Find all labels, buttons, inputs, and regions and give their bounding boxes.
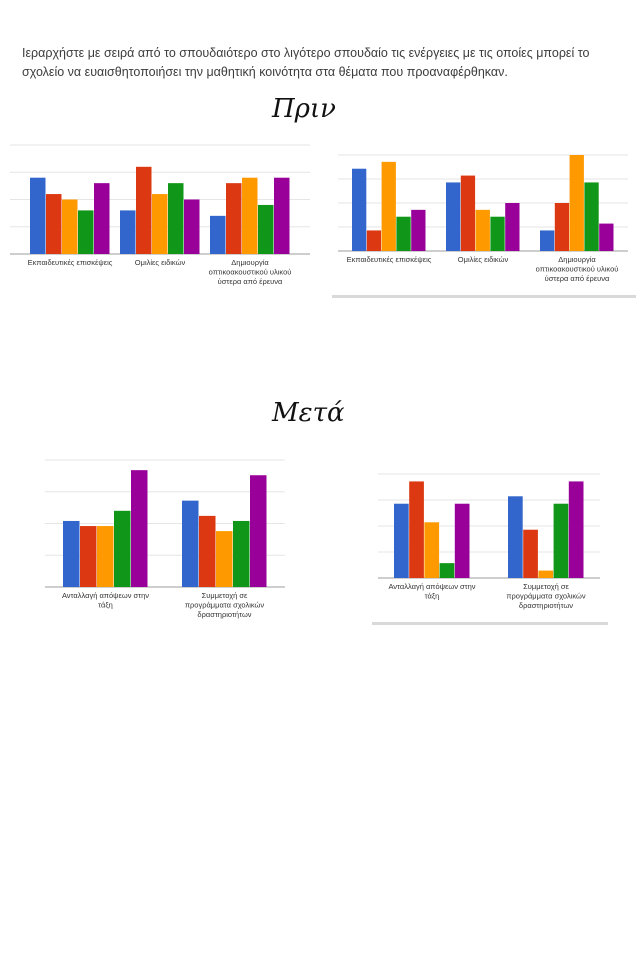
bar <box>184 199 200 254</box>
category-label: Εκπαιδευτικές επισκέψεις <box>28 258 113 267</box>
category-label: Ανταλλαγή απόψεων στην τάξη <box>388 582 475 601</box>
bar <box>505 203 520 251</box>
bar <box>569 155 584 251</box>
bar <box>540 230 555 251</box>
category-label: Ομιλίες ειδικών <box>135 258 186 267</box>
bar <box>242 177 258 254</box>
bar <box>199 515 216 587</box>
heading-before: Πριν <box>272 94 336 124</box>
category-label: Δημιουργία οπτικοακουστικού υλικού ύστερα … <box>536 255 619 283</box>
bar <box>523 529 538 578</box>
chart-footer-bar <box>372 622 608 625</box>
bar <box>411 209 426 251</box>
category-label: Εκπαιδευτικές επισκέψεις <box>347 255 432 264</box>
heading-after: Μετά <box>272 398 345 428</box>
category-label: Ομιλίες ειδικών <box>458 255 509 264</box>
bar <box>80 526 97 587</box>
bar <box>446 182 461 251</box>
category-label: Ανταλλαγή απόψεων στην τάξη <box>62 591 149 610</box>
bar <box>599 223 614 251</box>
category-label: Συμμετοχή σε προγράμματα σχολικών δραστηρι… <box>185 591 265 619</box>
bar <box>131 470 148 587</box>
bar <box>366 230 382 251</box>
chart-footer-bar <box>332 295 636 298</box>
bar <box>97 526 114 587</box>
bar <box>136 166 152 254</box>
bar <box>475 209 490 251</box>
category-label: Συμμετοχή σε προγράμματα σχολικών δραστηρι… <box>506 582 586 610</box>
bar <box>46 194 62 254</box>
bar <box>63 520 80 587</box>
bar <box>381 161 396 251</box>
bar <box>78 210 94 254</box>
bar <box>424 522 440 578</box>
bar <box>538 570 554 578</box>
bar <box>409 481 424 578</box>
bar <box>30 177 46 254</box>
bar <box>454 503 470 578</box>
bar <box>152 194 168 254</box>
bar <box>233 520 250 587</box>
bar <box>460 175 476 251</box>
bar <box>210 215 226 254</box>
bar <box>62 199 78 254</box>
bar <box>168 183 184 254</box>
category-label: Δημιουργία οπτικοακουστικού υλικού ύστερα … <box>209 258 292 286</box>
bar <box>394 503 409 578</box>
bar <box>258 204 274 254</box>
bar <box>584 182 599 251</box>
bar <box>216 531 233 587</box>
bar <box>439 563 455 578</box>
bar <box>352 168 367 251</box>
bar <box>226 183 242 254</box>
survey-question: Ιεραρχήστε με σειρά από το σπουδαιότερο … <box>22 46 590 79</box>
bar <box>554 203 570 251</box>
bar <box>120 210 136 254</box>
bar <box>553 503 569 578</box>
bar <box>182 500 199 587</box>
bar <box>114 510 131 587</box>
bar <box>94 183 110 254</box>
bar <box>396 216 411 251</box>
bar <box>274 177 290 254</box>
bar <box>508 496 523 578</box>
bar <box>568 481 584 578</box>
bar <box>490 216 505 251</box>
bar <box>250 475 267 587</box>
